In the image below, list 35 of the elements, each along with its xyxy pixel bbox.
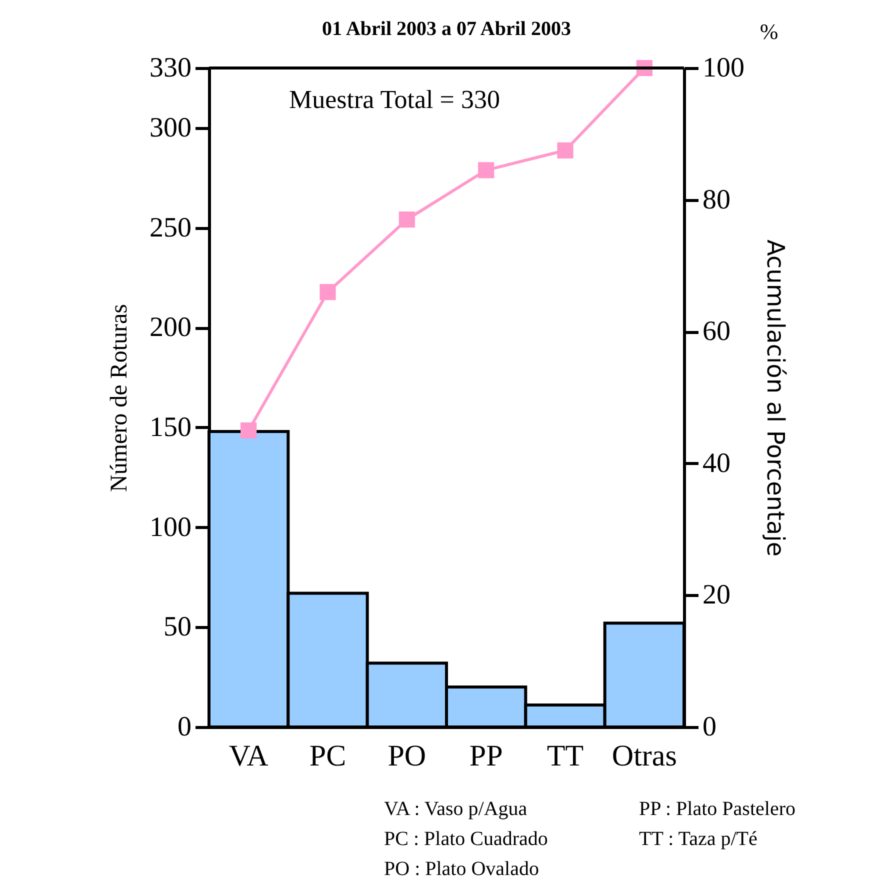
y-axis-title: Número de Roturas xyxy=(106,304,132,492)
x-tick-label: PP xyxy=(469,740,503,772)
x-tick-label: VA xyxy=(228,740,269,772)
y-tick-label: 250 xyxy=(150,212,192,244)
y-tick-label: 150 xyxy=(150,412,192,443)
text: TT : Taza p/Té xyxy=(639,828,758,850)
text: PC : Plato Cuadrado xyxy=(384,828,548,850)
x-tick-label: PO xyxy=(388,740,426,772)
y-tick-label: 0 xyxy=(178,712,192,742)
y-tick-label: 50 xyxy=(164,612,192,643)
chart-title: 01 Abril 2003 a 07 Abril 2003 xyxy=(322,18,571,40)
y2-tick-label: 100 xyxy=(702,52,744,84)
y-tick-label: 330 xyxy=(150,52,192,84)
text: VA : Vaso p/Agua xyxy=(384,798,528,820)
y2-tick-label: 20 xyxy=(702,580,730,611)
y-tick-label: 200 xyxy=(150,312,192,344)
annotation: Muestra Total = 330 xyxy=(289,85,500,114)
x-tick-label: Otras xyxy=(612,740,677,772)
y2-tick-label: 40 xyxy=(702,448,730,479)
text: % xyxy=(760,19,778,44)
y-tick-label: 300 xyxy=(150,112,192,144)
x-tick-label: PC xyxy=(309,740,346,772)
point xyxy=(240,422,257,439)
point xyxy=(320,284,336,300)
y2-tick-label: 0 xyxy=(702,712,716,742)
y-tick-label: 100 xyxy=(150,512,192,543)
text: PO : Plato Ovalado xyxy=(384,858,539,880)
x-tick-label: TT xyxy=(546,740,584,772)
point xyxy=(557,142,574,158)
point xyxy=(478,162,494,178)
y2-axis-title: Acumulación al Porcentaje xyxy=(762,239,790,557)
y2-tick-label: 60 xyxy=(702,316,730,348)
text: PP : Plato Pastelero xyxy=(639,798,796,820)
point xyxy=(398,212,415,228)
y2-tick-label: 80 xyxy=(702,184,730,216)
